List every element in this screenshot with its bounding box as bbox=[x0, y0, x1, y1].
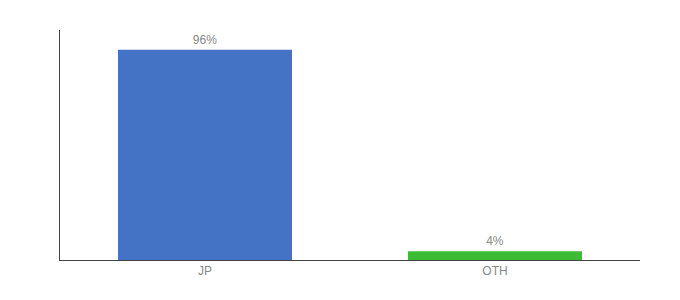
svg-text:96%: 96% bbox=[193, 33, 217, 47]
svg-text:OTH: OTH bbox=[482, 264, 507, 278]
svg-text:4%: 4% bbox=[486, 234, 504, 248]
svg-text:JP: JP bbox=[198, 264, 212, 278]
